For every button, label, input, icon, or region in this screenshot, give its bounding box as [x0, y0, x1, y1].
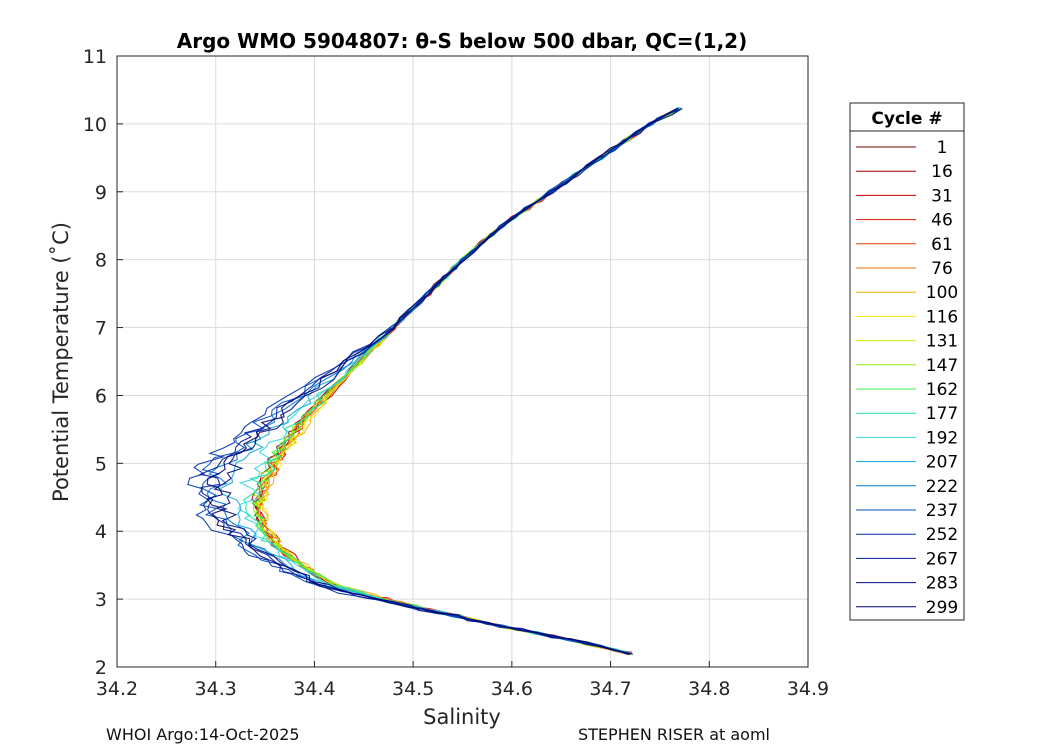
plot-frame	[116, 55, 809, 668]
y-tick-label: 6	[95, 385, 107, 407]
x-tick-label: 34.9	[787, 678, 829, 700]
legend-title: Cycle #	[871, 109, 942, 129]
y-tick-label: 9	[95, 182, 107, 204]
y-axis-label: Potential Temperature (˚C)	[49, 222, 73, 502]
x-tick-label: 34.3	[195, 678, 237, 700]
x-tick-label: 34.4	[293, 678, 335, 700]
legend-label: 131	[926, 332, 958, 352]
legend-label: 252	[926, 525, 958, 545]
footer-left: WHOI Argo:14-Oct-2025	[106, 725, 300, 744]
legend-label: 31	[931, 186, 953, 206]
plot-background	[117, 56, 808, 667]
y-tick-label: 5	[95, 453, 107, 475]
legend-label: 222	[926, 477, 958, 497]
legend-label: 100	[926, 283, 958, 303]
x-tick-label: 34.2	[96, 678, 138, 700]
x-axis-label: Salinity	[423, 705, 501, 729]
legend-label: 76	[931, 259, 953, 279]
y-tick-label: 10	[83, 114, 107, 136]
y-tick-label: 4	[95, 521, 107, 543]
profile-lines	[187, 106, 683, 656]
y-tick-label: 11	[83, 46, 107, 68]
x-tick-label: 34.8	[688, 678, 730, 700]
legend-label: 177	[926, 404, 958, 424]
legend-label: 237	[926, 501, 958, 521]
legend-label: 147	[926, 356, 958, 376]
legend: Cycle # 11631466176100116131147162177192…	[849, 102, 965, 621]
x-tick-label: 34.5	[392, 678, 434, 700]
profile-line-cycle-283	[213, 108, 682, 656]
legend-label: 299	[926, 598, 958, 618]
x-tick-label: 34.7	[589, 678, 631, 700]
legend-items: 1163146617610011613114716217719220722223…	[856, 138, 958, 618]
chart-title: Argo WMO 5904807: θ-S below 500 dbar, QC…	[177, 29, 747, 53]
legend-label: 116	[926, 307, 958, 327]
legend-label: 267	[926, 549, 958, 569]
legend-label: 283	[926, 574, 958, 594]
legend-label: 16	[931, 162, 953, 182]
y-tick-label: 7	[95, 318, 107, 340]
y-tick-labels: 2 3 4 5 6 7 8 9 10 11	[83, 46, 107, 679]
legend-label: 61	[931, 235, 953, 255]
profile-line-cycle-299	[206, 107, 679, 655]
legend-label: 162	[926, 380, 958, 400]
x-tick-labels: 34.2 34.3 34.4 34.5 34.6 34.7 34.8 34.9	[96, 678, 829, 700]
legend-label: 1	[937, 138, 948, 158]
legend-label: 192	[926, 428, 958, 448]
y-tick-label: 3	[95, 589, 107, 611]
grid	[116, 55, 809, 668]
legend-label: 207	[926, 453, 958, 473]
footer-right: STEPHEN RISER at aoml	[578, 725, 770, 744]
y-tick-label: 8	[95, 250, 107, 272]
legend-label: 46	[931, 211, 953, 231]
y-tick-label: 2	[95, 657, 107, 679]
x-tick-label: 34.6	[491, 678, 533, 700]
